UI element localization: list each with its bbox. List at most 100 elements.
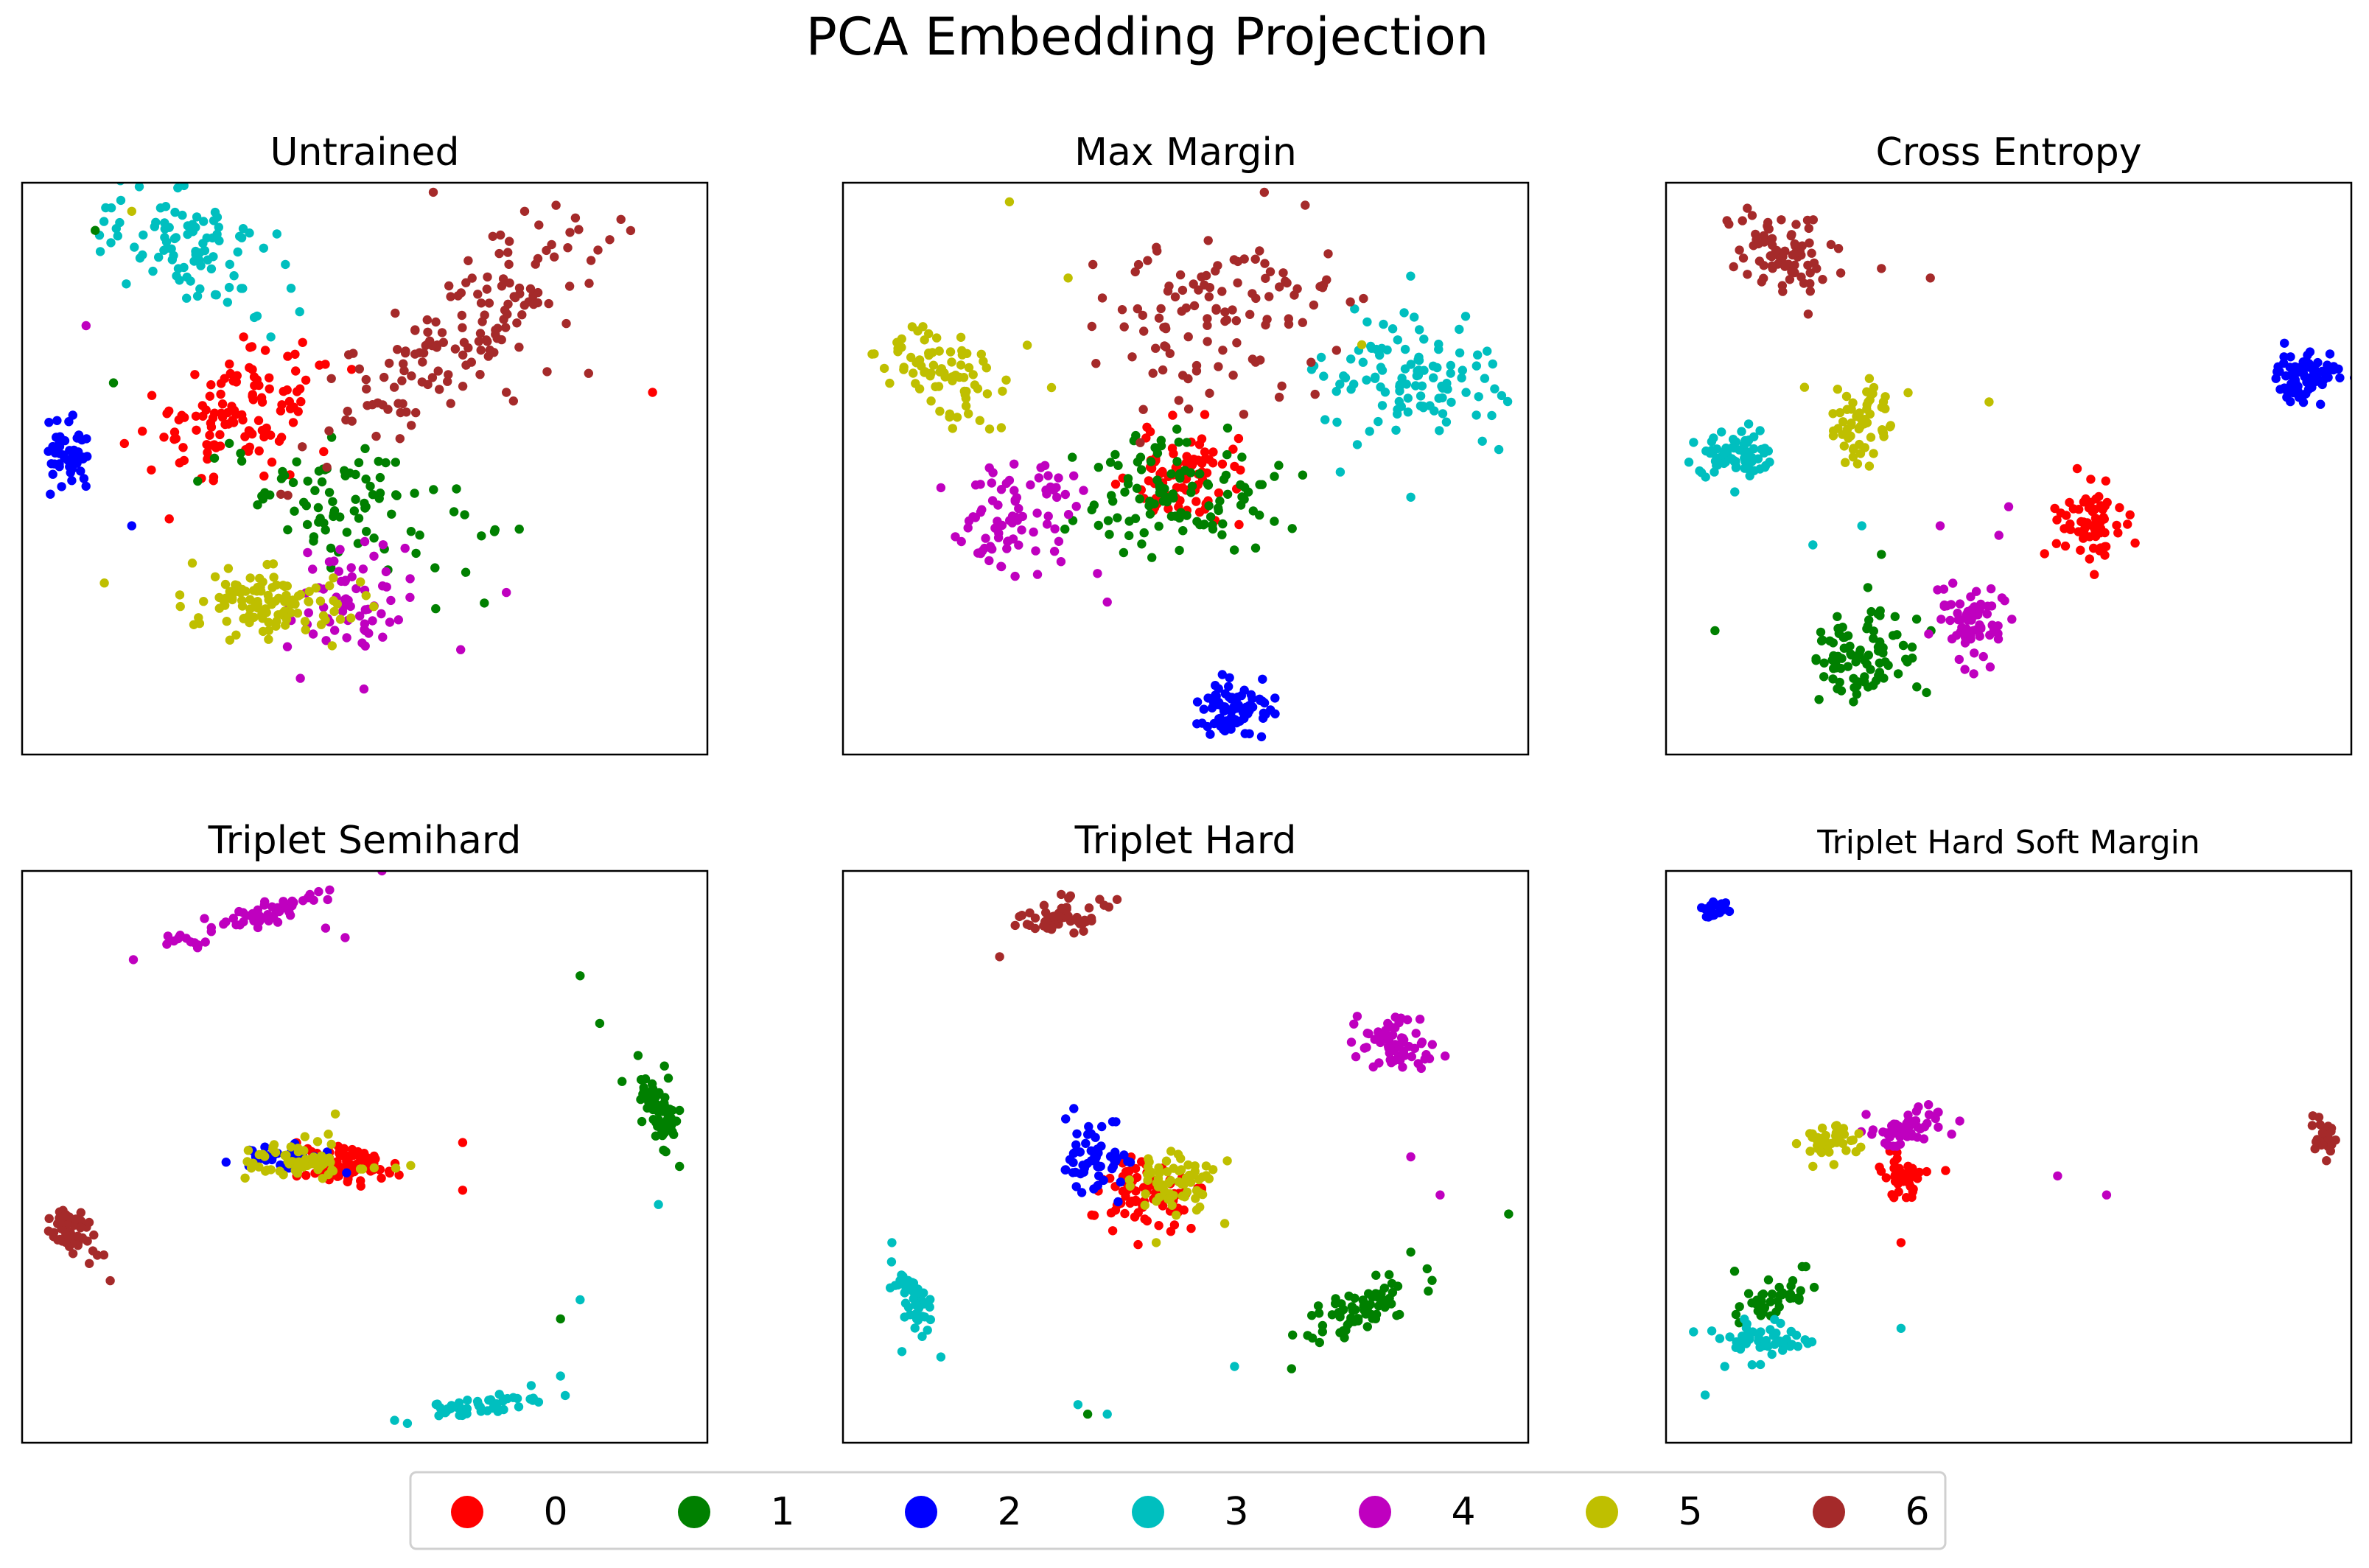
point-class-4 (1060, 489, 1071, 500)
subplot-title: Cross Entropy (1875, 130, 2141, 175)
point-class-0 (178, 443, 188, 452)
point-class-5 (885, 378, 895, 388)
point-class-6 (1205, 283, 1215, 293)
point-class-6 (488, 231, 497, 241)
point-class-2 (1256, 732, 1267, 742)
point-class-4 (386, 595, 396, 606)
point-class-1 (309, 532, 319, 542)
point-class-5 (312, 1137, 323, 1147)
point-class-2 (1119, 1150, 1129, 1160)
point-class-6 (378, 400, 388, 410)
point-class-1 (639, 1082, 648, 1093)
point-class-2 (1240, 729, 1250, 738)
point-class-1 (490, 525, 500, 535)
point-class-6 (542, 367, 552, 377)
point-class-0 (249, 372, 259, 382)
point-class-4 (984, 556, 994, 566)
point-class-5 (1201, 1171, 1211, 1180)
point-class-6 (1183, 332, 1193, 342)
point-class-3 (1362, 375, 1371, 385)
point-class-3 (1689, 438, 1698, 447)
point-class-6 (1170, 292, 1180, 302)
point-class-1 (375, 472, 385, 483)
point-class-0 (1876, 1166, 1886, 1176)
point-class-6 (533, 298, 542, 308)
point-class-1 (648, 1105, 658, 1115)
point-class-4 (1947, 634, 1957, 644)
point-class-2 (66, 459, 75, 469)
point-class-4 (378, 581, 388, 591)
point-class-1 (283, 525, 293, 535)
point-class-5 (1864, 374, 1875, 383)
point-class-3 (139, 230, 148, 240)
point-class-1 (313, 503, 323, 513)
point-class-5 (1848, 452, 1858, 462)
point-class-5 (1141, 1189, 1150, 1199)
point-class-6 (1284, 314, 1294, 323)
point-class-2 (2298, 357, 2308, 367)
point-class-4 (1056, 557, 1066, 567)
point-class-6 (2312, 1137, 2321, 1147)
point-class-4 (400, 543, 410, 553)
point-class-0 (2086, 475, 2096, 484)
point-class-2 (221, 1158, 231, 1167)
point-class-5 (830, 347, 839, 356)
point-class-1 (617, 1077, 627, 1086)
point-class-6 (1275, 282, 1284, 292)
point-class-1 (1208, 524, 1218, 534)
point-class-0 (319, 447, 329, 457)
point-class-1 (1888, 631, 1898, 640)
point-class-1 (1240, 483, 1250, 492)
point-class-0 (290, 349, 300, 359)
point-class-3 (159, 245, 169, 255)
point-class-4 (360, 619, 370, 629)
outlier-class-6 (428, 187, 438, 197)
cluster-class-5 (1124, 1147, 1232, 1220)
point-class-1 (1182, 438, 1192, 447)
point-class-0 (1892, 1154, 1902, 1163)
point-class-0 (2068, 504, 2078, 514)
point-class-4 (1969, 669, 1978, 679)
point-class-1 (415, 531, 424, 540)
point-class-0 (215, 430, 225, 440)
point-class-6 (1119, 322, 1129, 332)
point-class-5 (1821, 1130, 1830, 1141)
point-class-1 (1840, 632, 1850, 642)
point-class-1 (647, 1079, 657, 1089)
point-class-6 (1250, 357, 1261, 367)
point-class-3 (295, 307, 304, 317)
point-class-5 (1885, 422, 1895, 432)
point-class-1 (637, 1116, 647, 1127)
point-class-6 (411, 407, 421, 418)
subplot-title: Max Margin (1074, 130, 1297, 175)
point-class-1 (387, 509, 396, 519)
point-class-6 (1250, 254, 1260, 264)
point-class-2 (55, 441, 65, 452)
point-class-4 (1032, 570, 1043, 579)
point-class-6 (326, 374, 336, 383)
point-class-6 (1181, 303, 1192, 313)
point-class-5 (293, 1147, 304, 1157)
point-class-3 (101, 203, 111, 213)
point-class-5 (964, 363, 974, 373)
point-class-3 (1416, 391, 1426, 401)
point-class-5 (237, 601, 248, 611)
point-class-5 (199, 597, 209, 606)
point-class-4 (1374, 1058, 1384, 1068)
subplot-3: Cross Entropy (1665, 130, 2353, 756)
point-class-5 (298, 1158, 307, 1169)
point-class-4 (1894, 1121, 1903, 1131)
point-class-1 (1828, 674, 1838, 684)
outlier-class-3 (1896, 1323, 1906, 1334)
point-class-2 (2293, 382, 2303, 391)
point-class-4 (269, 913, 279, 923)
point-class-5 (329, 606, 339, 617)
point-class-4 (1069, 471, 1079, 480)
point-class-2 (2334, 364, 2343, 374)
point-class-3 (99, 217, 109, 226)
point-class-5 (1046, 382, 1057, 393)
outlier-class-1 (556, 1314, 565, 1324)
point-class-3 (1743, 438, 1752, 447)
point-class-5 (273, 610, 283, 620)
point-class-3 (1358, 357, 1368, 367)
